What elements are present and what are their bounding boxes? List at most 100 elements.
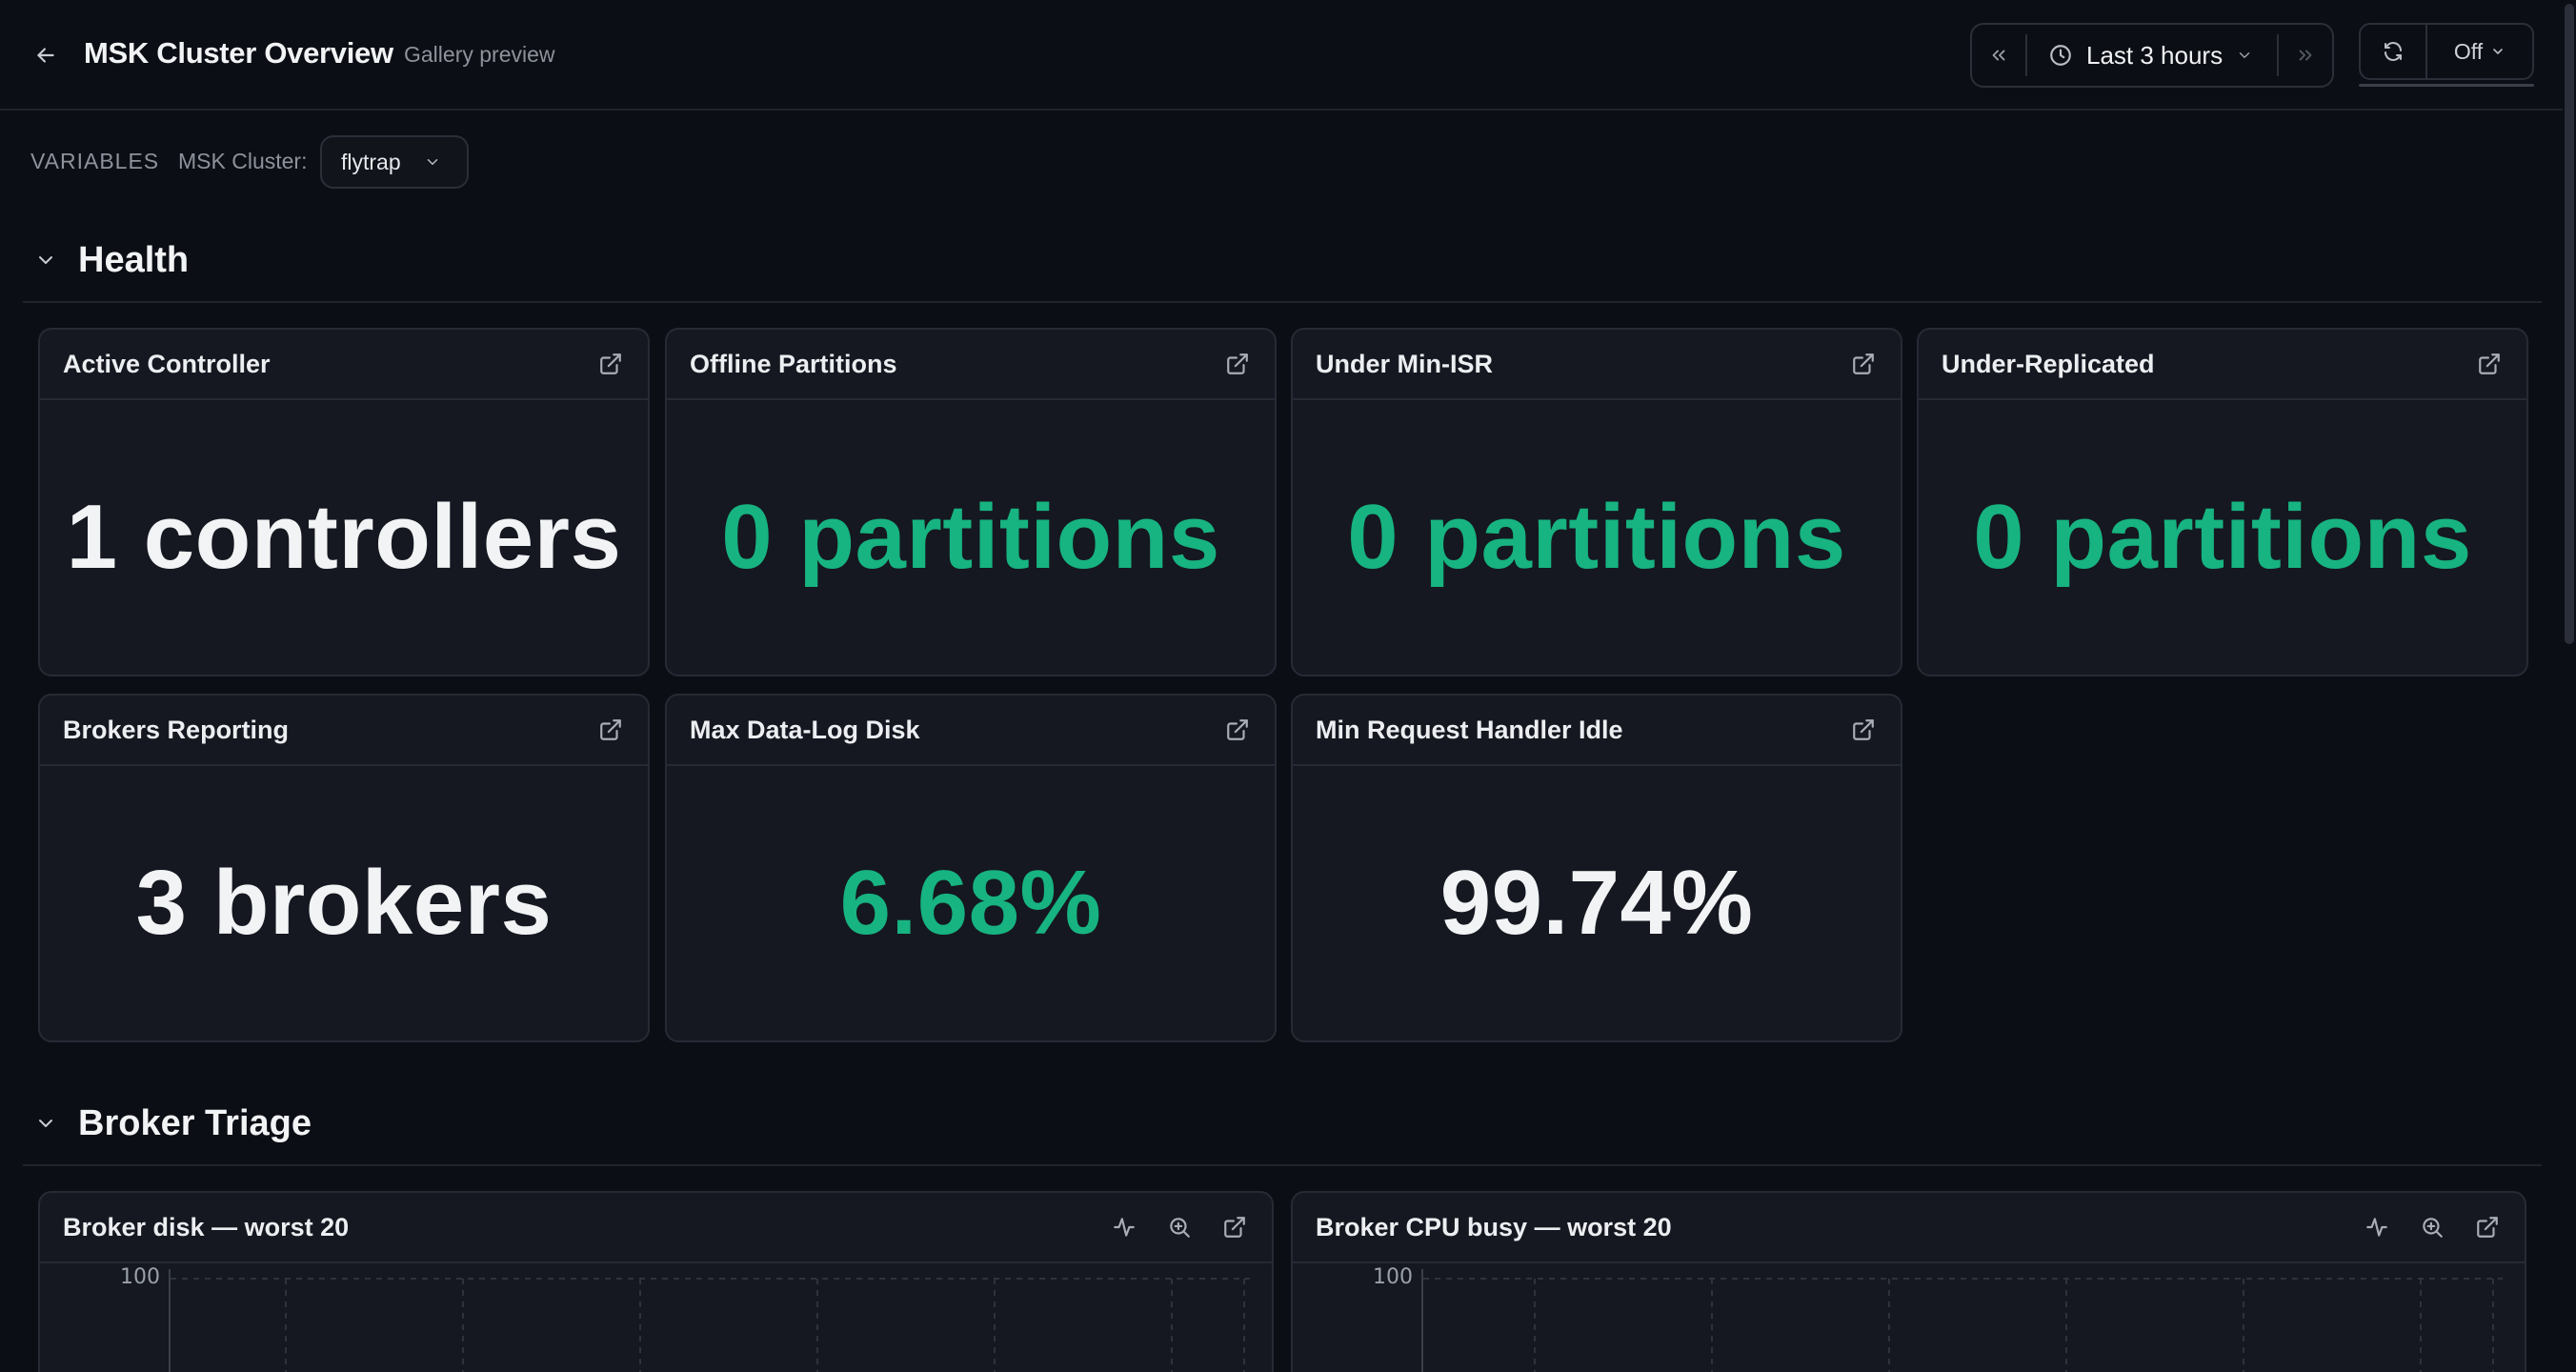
chart-grid: [1421, 1269, 2503, 1372]
panel-under-replicated: Under-Replicated 0 partitions: [1917, 328, 2528, 676]
panel-title: Active Controller: [63, 349, 271, 378]
back-button[interactable]: [29, 38, 63, 72]
panel-under-min-isr: Under Min-ISR 0 partitions: [1291, 328, 1902, 676]
chart-area: 100: [40, 1263, 1272, 1372]
divider: [2277, 34, 2279, 76]
panel-max-data-log-disk: Max Data-Log Disk 6.68%: [665, 694, 1277, 1042]
chevron-down-icon: [427, 159, 437, 165]
activity-icon: [1114, 1218, 1135, 1237]
chevrons-right-icon: [2299, 50, 2312, 61]
stat-body: 0 partitions: [1293, 400, 1901, 675]
clock-icon: [2050, 45, 2071, 66]
external-link-icon: [1227, 719, 1248, 740]
chevron-down-icon: [2493, 49, 2503, 54]
external-link-icon: [600, 353, 621, 374]
zoom-button[interactable]: [1165, 1213, 1194, 1241]
external-link-icon: [1227, 353, 1248, 374]
panel-title: Under Min-ISR: [1316, 349, 1493, 378]
external-link-icon: [600, 719, 621, 740]
time-forward-button[interactable]: [2279, 25, 2332, 86]
msk-cluster-value: flytrap: [341, 149, 401, 174]
time-range-button[interactable]: Last 3 hours: [2027, 25, 2277, 86]
time-range-picker-group: Last 3 hours: [1970, 23, 2334, 88]
refresh-button[interactable]: [2361, 25, 2427, 78]
open-panel-button[interactable]: [2475, 350, 2504, 378]
arrow-left-icon: [37, 48, 54, 63]
page-subtitle: Gallery preview: [404, 42, 555, 67]
stat-value: 99.74%: [1439, 852, 1754, 954]
open-panel-button[interactable]: [2473, 1213, 2502, 1241]
scrollbar-thumb[interactable]: [2565, 4, 2574, 644]
explore-button[interactable]: [2363, 1213, 2391, 1241]
zoom-button[interactable]: [2418, 1213, 2446, 1241]
stat-value: 3 brokers: [135, 852, 553, 954]
msk-cluster-label: MSK Cluster:: [178, 149, 308, 173]
panel-broker-cpu: Broker CPU busy — worst 20 100: [1291, 1191, 2526, 1372]
section-health-title: Health: [78, 239, 190, 280]
panel-header: Max Data-Log Disk: [667, 696, 1275, 766]
stat-body: 6.68%: [667, 766, 1275, 1040]
open-panel-button[interactable]: [596, 350, 625, 378]
external-link-icon: [2477, 1217, 2498, 1238]
chart-area: 100: [1293, 1263, 2525, 1372]
panel-title: Min Request Handler Idle: [1316, 715, 1623, 744]
stat-value: 6.68%: [839, 852, 1102, 954]
variables-label: VARIABLES: [30, 149, 160, 173]
zoom-icon: [2423, 1218, 2443, 1238]
top-bar: MSK Cluster Overview Gallery preview Las…: [0, 0, 2563, 111]
refresh-icon: [2385, 42, 2402, 61]
panel-header: Offline Partitions: [667, 330, 1275, 400]
open-panel-button[interactable]: [1223, 716, 1252, 744]
chevrons-left-icon: [1992, 50, 2005, 61]
chevron-down-icon: [39, 1120, 52, 1127]
section-broker-triage-title: Broker Triage: [78, 1102, 312, 1143]
chevron-down-icon: [39, 256, 52, 264]
stat-value: 0 partitions: [1347, 486, 1846, 588]
panel-header: Min Request Handler Idle: [1293, 696, 1901, 766]
refresh-interval-select[interactable]: Off: [2427, 25, 2532, 78]
activity-icon: [2366, 1218, 2387, 1237]
panel-broker-disk: Broker disk — worst 20 100: [38, 1191, 1274, 1372]
panel-title: Broker disk — worst 20: [63, 1212, 350, 1241]
panel-title: Max Data-Log Disk: [690, 715, 920, 744]
panel-active-controller: Active Controller 1 controllers: [38, 328, 650, 676]
refresh-progress-bar: [2359, 84, 2534, 87]
open-panel-button[interactable]: [596, 716, 625, 744]
stat-body: 0 partitions: [1919, 400, 2526, 675]
panel-title: Offline Partitions: [690, 349, 897, 378]
open-panel-button[interactable]: [1223, 350, 1252, 378]
open-panel-button[interactable]: [1849, 716, 1878, 744]
time-back-button[interactable]: [1972, 25, 2025, 86]
section-broker-triage-header[interactable]: Broker Triage: [23, 1082, 2542, 1166]
panel-title: Brokers Reporting: [63, 715, 290, 744]
msk-cluster-select[interactable]: flytrap: [320, 135, 469, 189]
panel-actions: [1110, 1213, 1249, 1241]
refresh-interval-label: Off: [2453, 38, 2484, 64]
stat-value: 0 partitions: [1973, 486, 2472, 588]
divider: [2025, 34, 2027, 76]
page-scrollbar[interactable]: [2563, 0, 2576, 1372]
page-title: MSK Cluster Overview: [84, 36, 393, 70]
zoom-icon: [1170, 1218, 1190, 1238]
stat-body: 1 controllers: [40, 400, 648, 675]
y-axis-tick: 100: [1373, 1265, 1413, 1289]
panel-header: Broker CPU busy — worst 20: [1293, 1193, 2525, 1263]
external-link-icon: [1853, 719, 1874, 740]
stat-body: 99.74%: [1293, 766, 1901, 1040]
explore-button[interactable]: [1110, 1213, 1138, 1241]
panel-header: Under-Replicated: [1919, 330, 2526, 400]
chart-grid: [169, 1269, 1250, 1372]
panel-title: Under-Replicated: [1942, 349, 2155, 378]
open-panel-button[interactable]: [1849, 350, 1878, 378]
refresh-picker-group: Off: [2359, 23, 2534, 80]
panel-header: Under Min-ISR: [1293, 330, 1901, 400]
panel-brokers-reporting: Brokers Reporting 3 brokers: [38, 694, 650, 1042]
stat-value: 1 controllers: [66, 486, 622, 588]
panel-header: Broker disk — worst 20: [40, 1193, 1272, 1263]
stat-body: 3 brokers: [40, 766, 648, 1040]
panel-min-request-handler-idle: Min Request Handler Idle 99.74%: [1291, 694, 1902, 1042]
panel-header: Brokers Reporting: [40, 696, 648, 766]
section-health-header[interactable]: Health: [23, 219, 2542, 303]
external-link-icon: [1224, 1217, 1245, 1238]
open-panel-button[interactable]: [1220, 1213, 1249, 1241]
